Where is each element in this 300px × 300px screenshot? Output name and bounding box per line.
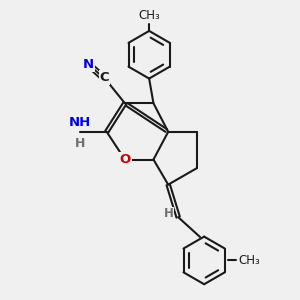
Text: N: N [83, 58, 94, 71]
Text: H: H [164, 207, 174, 220]
Text: CH₃: CH₃ [138, 9, 160, 22]
Text: C: C [100, 71, 109, 84]
Text: CH₃: CH₃ [238, 254, 260, 267]
Text: O: O [119, 153, 130, 166]
Text: NH: NH [69, 116, 91, 129]
Text: H: H [75, 137, 85, 150]
